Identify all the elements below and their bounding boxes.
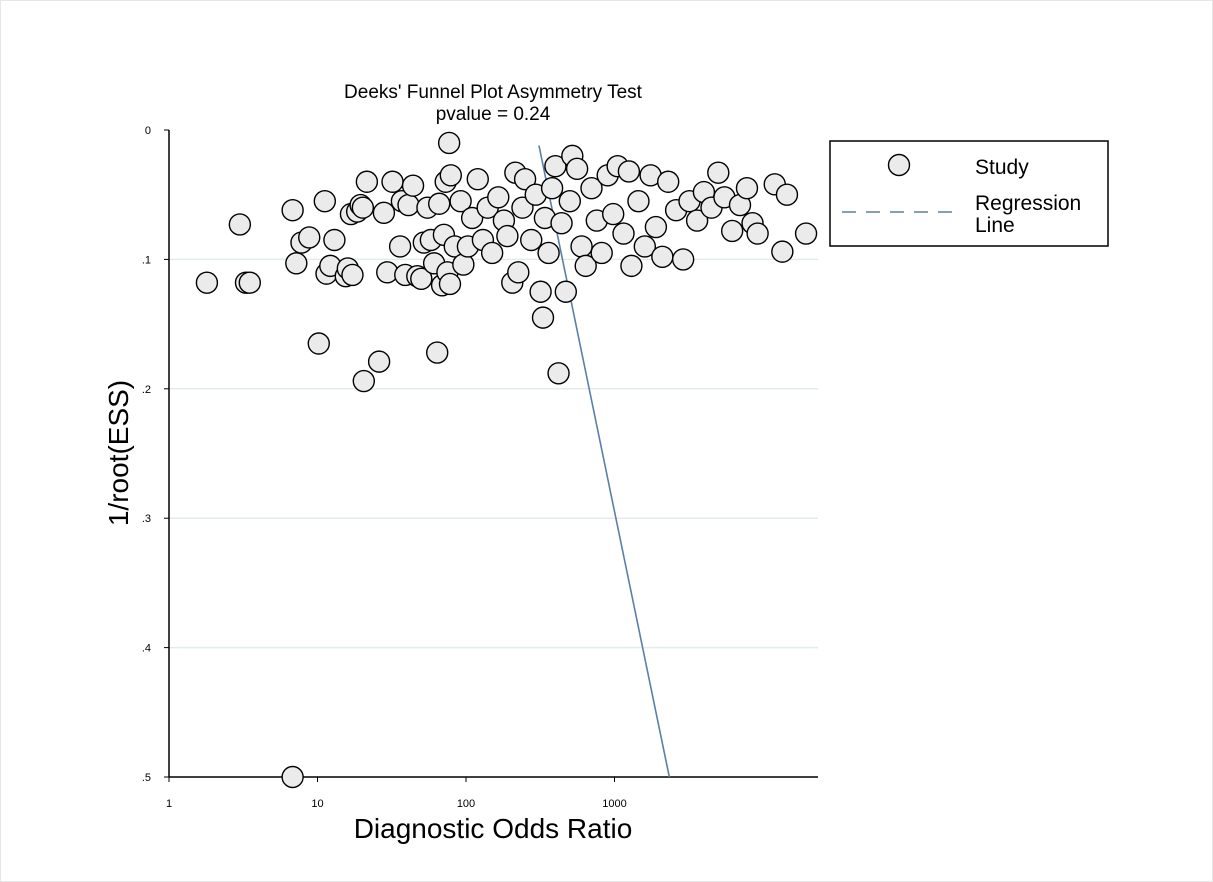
- study-point: [685, 209, 709, 232]
- legend-regression-label: Regression Line: [975, 192, 1087, 237]
- study-point: [644, 215, 668, 239]
- study-point: [437, 131, 461, 155]
- study-point: [520, 228, 543, 252]
- study-point: [580, 177, 603, 200]
- x-tick-label: 1000: [602, 798, 626, 810]
- study-point: [449, 189, 472, 213]
- study-point: [466, 167, 489, 191]
- study-point: [355, 170, 379, 193]
- study-point: [617, 160, 641, 183]
- study-point: [590, 241, 613, 265]
- study-point: [285, 252, 308, 275]
- study-point: [612, 222, 635, 245]
- study-point: [601, 202, 625, 226]
- study-point: [439, 164, 462, 187]
- study-point: [513, 167, 537, 191]
- study-point: [228, 213, 252, 236]
- study-point: [570, 235, 593, 258]
- study-point: [633, 235, 657, 258]
- study-point: [397, 193, 420, 217]
- study-point: [238, 271, 261, 294]
- y-tick-label: .2: [142, 384, 151, 396]
- study-point: [351, 196, 375, 219]
- y-tick-label: 0: [145, 125, 151, 137]
- x-tick-label: 1: [166, 798, 172, 810]
- study-point: [794, 222, 818, 245]
- study-point: [352, 369, 375, 393]
- study-point: [410, 267, 433, 291]
- study-point: [620, 254, 643, 278]
- study-point: [531, 306, 555, 329]
- regression-line: [538, 145, 671, 778]
- chart-subtitle: pvalue = 0.24: [436, 104, 551, 125]
- y-axis-label: 1/root(ESS): [103, 380, 134, 526]
- study-point: [550, 211, 573, 235]
- study-point: [367, 350, 391, 373]
- regression-line-layer: [538, 145, 671, 778]
- study-point: [438, 272, 462, 296]
- study-point: [537, 241, 560, 265]
- x-tick-label: 100: [457, 798, 475, 810]
- study-point: [707, 161, 730, 184]
- study-point: [381, 170, 404, 193]
- study-point: [651, 245, 674, 269]
- study-point: [720, 219, 744, 243]
- study-point: [298, 226, 321, 249]
- study-point: [671, 248, 695, 271]
- study-point: [281, 199, 304, 222]
- legend-box: [829, 140, 1109, 247]
- study-point: [313, 189, 337, 213]
- study-point: [657, 170, 680, 193]
- study-point: [480, 241, 504, 265]
- study-point: [372, 201, 396, 225]
- study-point: [544, 155, 567, 178]
- study-point: [574, 254, 597, 278]
- study-points: [195, 131, 818, 789]
- y-tick-label: .5: [142, 772, 151, 784]
- study-point: [565, 157, 589, 181]
- study-point: [547, 362, 570, 385]
- study-point: [426, 341, 449, 364]
- y-tick-label: .4: [142, 643, 151, 655]
- study-point: [554, 280, 578, 303]
- study-point: [507, 261, 530, 284]
- gridlines: [169, 258, 818, 649]
- study-point: [341, 263, 364, 287]
- legend-study-label: Study: [975, 156, 1029, 179]
- study-point: [401, 174, 425, 197]
- study-point: [388, 235, 412, 258]
- study-point: [746, 222, 769, 245]
- study-point: [496, 224, 519, 248]
- y-tick-label: .3: [142, 513, 151, 525]
- chart-title: Deeks' Funnel Plot Asymmetry Test: [344, 82, 643, 103]
- study-point: [771, 240, 794, 263]
- x-axis-label: Diagnostic Odds Ratio: [354, 813, 633, 844]
- study-point: [323, 228, 346, 252]
- y-tick-label: .1: [142, 254, 151, 266]
- study-point: [281, 765, 304, 789]
- axes: 0 .1 .2 .3 .4 .5 1 10 100 1000: [142, 125, 818, 810]
- study-point: [529, 280, 552, 303]
- study-point: [627, 189, 650, 213]
- study-point: [487, 186, 510, 209]
- study-point: [195, 271, 219, 294]
- study-point: [775, 183, 799, 206]
- study-point: [428, 192, 451, 215]
- study-point: [540, 177, 564, 200]
- x-tick-label: 10: [311, 798, 323, 810]
- legend: Study Regression Line: [829, 140, 1109, 247]
- study-point: [735, 177, 759, 200]
- study-point: [307, 332, 330, 355]
- study-point: [460, 206, 484, 230]
- study-point: [558, 189, 581, 213]
- legend-study-marker: [887, 153, 911, 177]
